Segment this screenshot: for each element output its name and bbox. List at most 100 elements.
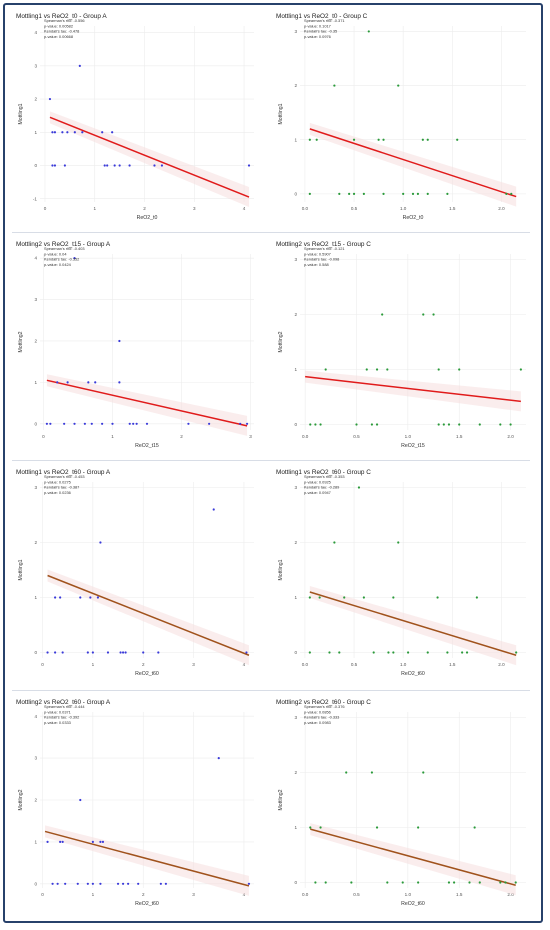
data-point	[473, 826, 476, 829]
data-point	[116, 882, 120, 885]
data-point	[328, 651, 331, 654]
data-point	[447, 423, 451, 426]
x-tick-label: 0.5	[353, 434, 360, 439]
stat-line: Spearman's rho: -0.453	[44, 474, 85, 479]
data-point	[208, 422, 211, 425]
data-point	[333, 541, 336, 544]
x-tick-label: 0	[41, 892, 44, 897]
data-point	[79, 798, 82, 802]
y-tick-label: 0	[294, 422, 297, 427]
data-point	[86, 882, 89, 885]
data-point	[46, 840, 49, 844]
chart-panel: Mottling2 vs ReO2_t60 - Group C 0.0 0.5 1.0…	[272, 694, 534, 916]
data-point	[121, 651, 125, 654]
y-tick-label: 2	[34, 97, 37, 102]
data-point	[73, 257, 76, 260]
regression-line	[46, 379, 248, 427]
data-point	[91, 840, 94, 844]
data-point	[106, 164, 109, 167]
data-point	[90, 422, 93, 425]
x-tick-label: 3	[193, 206, 196, 211]
data-point	[86, 651, 89, 654]
y-tick-label: 0	[34, 421, 37, 426]
data-point	[375, 423, 379, 426]
chart-panel: Mottling1 vs ReO2_t0 - Group C 0.0 0.5 1.0 1…	[272, 8, 534, 230]
data-point	[338, 651, 341, 654]
data-point	[53, 164, 57, 167]
x-tick-label: 1	[92, 662, 95, 667]
data-point	[401, 881, 404, 884]
stat-line: Spearman's rho: -0.444	[44, 704, 85, 709]
stat-line: p-value: 0.00668	[44, 34, 73, 39]
regression-line	[47, 574, 250, 656]
chart-panel: Mottling2 vs ReO2_t15 - Group C 0.0 0.5 1.0…	[272, 236, 534, 458]
data-point	[94, 381, 97, 384]
y-tick-label: 3	[34, 756, 37, 761]
x-tick-label: 0	[41, 662, 44, 667]
data-point	[106, 651, 110, 654]
data-point	[352, 138, 356, 141]
data-point	[132, 422, 135, 425]
chart-panel: Mottling2 vs ReO2_t15 - Group A 0 1 2 3 0 1 2 3 4…	[12, 236, 262, 458]
y-tick-label: 2	[294, 770, 297, 775]
regression-line	[305, 375, 521, 403]
stat-line: p-value: 0.1017	[304, 23, 331, 28]
scatter-chart: Mottling1 vs ReO2_t60 - Group C 0.0 0.5 1.0…	[276, 469, 526, 677]
data-point	[51, 882, 54, 885]
stat-line: p-value: 0.04	[44, 251, 67, 256]
data-point	[59, 840, 62, 844]
data-point	[475, 596, 478, 599]
y-axis-label: Mottling2	[278, 789, 284, 810]
data-point	[142, 651, 145, 654]
regression-line	[44, 830, 250, 887]
chart-panel: Mottling1 vs ReO2_t0 - Group A 0 1 2 3 4 -1 0 1 2…	[12, 8, 262, 230]
data-point	[247, 882, 251, 885]
y-axis-label: Mottling2	[278, 331, 284, 352]
data-point	[432, 313, 435, 316]
data-point	[478, 881, 481, 884]
data-point	[362, 596, 365, 599]
data-point	[447, 881, 451, 884]
chart-title: Mottling2 vs ReO2_t60 - Group C	[276, 699, 371, 706]
data-point	[468, 881, 471, 884]
y-tick-label: 0	[34, 650, 37, 655]
stat-line: p-value: 0.0856	[304, 709, 331, 714]
data-point	[64, 882, 67, 885]
x-tick-label: 1	[111, 434, 114, 439]
y-tick-label: 3	[34, 485, 37, 490]
x-tick-label: 2	[143, 206, 146, 211]
data-point	[318, 596, 321, 599]
y-tick-label: 1	[294, 367, 297, 372]
data-point	[308, 138, 311, 141]
data-point	[96, 596, 100, 599]
x-tick-label: 0.0	[302, 206, 309, 211]
data-point	[309, 423, 312, 426]
data-point	[118, 339, 121, 343]
data-point	[81, 131, 84, 134]
data-point	[61, 131, 64, 134]
data-point	[212, 508, 215, 511]
chart-title: Mottling1 vs ReO2_t0 - Group C	[276, 13, 368, 20]
x-tick-label: 0.0	[302, 892, 309, 897]
data-point	[56, 381, 59, 384]
data-point	[127, 882, 130, 885]
data-point	[54, 651, 57, 654]
data-point	[499, 881, 502, 884]
data-point	[422, 771, 425, 774]
x-tick-label: 2.0	[498, 662, 505, 667]
data-point	[458, 368, 461, 371]
data-point	[308, 596, 311, 599]
data-point	[121, 882, 125, 885]
data-point	[59, 596, 62, 599]
data-point	[370, 423, 374, 426]
x-axis-label: ReO2_t0	[403, 215, 424, 221]
regression-line	[310, 828, 516, 886]
data-point	[499, 423, 502, 426]
data-point	[314, 881, 317, 884]
data-point	[99, 882, 102, 885]
y-axis-label: Mottling2	[18, 331, 24, 352]
y-tick-label: 0	[294, 880, 297, 885]
data-point	[446, 651, 449, 654]
data-point	[91, 882, 94, 885]
x-tick-label: 2.0	[498, 206, 505, 211]
